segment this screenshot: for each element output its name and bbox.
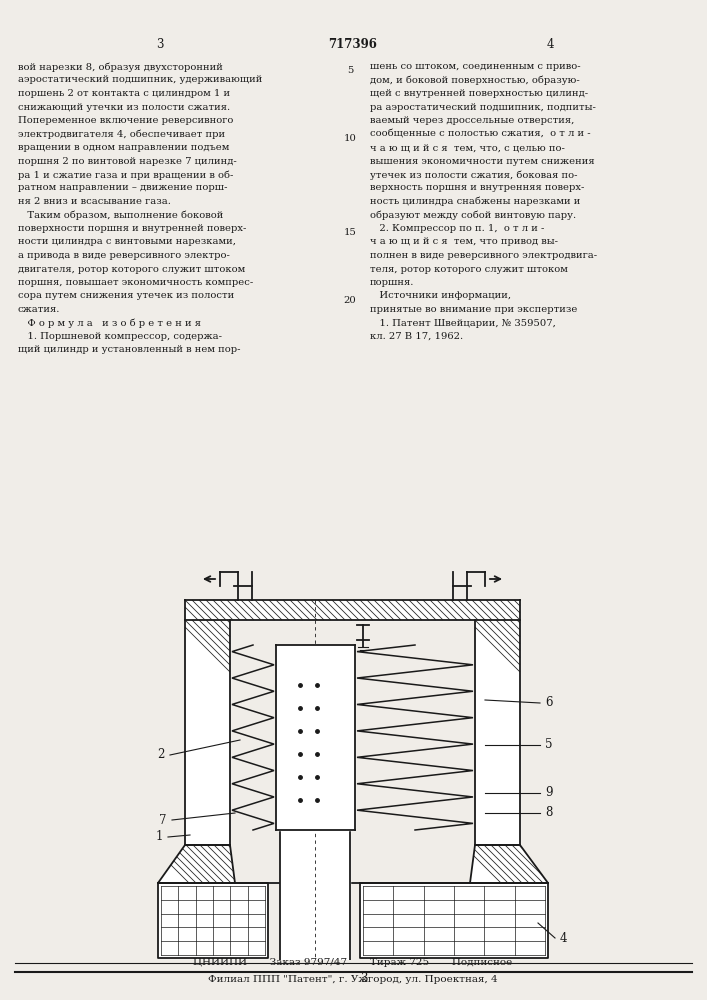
Text: дом, и боковой поверхностью, образую-: дом, и боковой поверхностью, образую- [370,76,580,85]
Text: 9: 9 [545,786,552,800]
Text: Таким образом, выполнение боковой: Таким образом, выполнение боковой [18,211,223,220]
Text: 20: 20 [344,296,356,305]
Text: поршня, повышает экономичность компрес-: поршня, повышает экономичность компрес- [18,278,253,287]
Text: ваемый через дроссельные отверстия,: ваемый через дроссельные отверстия, [370,116,574,125]
Polygon shape [470,845,548,883]
Text: 7: 7 [160,814,167,826]
Text: поршня.: поршня. [370,278,414,287]
Text: 10: 10 [344,134,356,143]
Polygon shape [158,845,235,883]
Text: ня 2 вниз и всасывание газа.: ня 2 вниз и всасывание газа. [18,197,171,206]
Text: шень со штоком, соединенным с приво-: шень со штоком, соединенным с приво- [370,62,580,71]
Text: Попеременное включение реверсивного: Попеременное включение реверсивного [18,116,233,125]
Text: ч а ю щ и й с я  тем, что привод вы-: ч а ю щ и й с я тем, что привод вы- [370,237,558,246]
Text: ра аэростатический подшипник, подпиты-: ра аэростатический подшипник, подпиты- [370,103,596,111]
Text: ра 1 и сжатие газа и при вращении в об-: ра 1 и сжатие газа и при вращении в об- [18,170,233,180]
Text: поршня 2 по винтовой нарезке 7 цилинд-: поршня 2 по винтовой нарезке 7 цилинд- [18,156,237,165]
Text: щей с внутренней поверхностью цилинд-: щей с внутренней поверхностью цилинд- [370,89,588,98]
Text: аэростатический подшипник, удерживающий: аэростатический подшипник, удерживающий [18,76,262,85]
Polygon shape [185,620,230,845]
Text: 8: 8 [545,806,552,820]
Text: 3: 3 [360,972,368,984]
Text: утечек из полости сжатия, боковая по-: утечек из полости сжатия, боковая по- [370,170,578,180]
Text: вой нарезки 8, образуя двухсторонний: вой нарезки 8, образуя двухсторонний [18,62,223,72]
Text: 6: 6 [545,696,552,710]
Polygon shape [280,830,350,970]
Text: Источники информации,: Источники информации, [370,292,511,300]
Text: полнен в виде реверсивного электродвига-: полнен в виде реверсивного электродвига- [370,251,597,260]
Text: сжатия.: сжатия. [18,305,60,314]
Text: 3: 3 [156,38,164,51]
Text: 1: 1 [156,830,163,844]
Polygon shape [185,600,520,620]
Polygon shape [276,645,355,830]
Text: снижающий утечки из полости сжатия.: снижающий утечки из полости сжатия. [18,103,230,111]
Text: ности цилиндра с винтовыми нарезками,: ности цилиндра с винтовыми нарезками, [18,237,236,246]
Text: ч а ю щ и й с я  тем, что, с целью по-: ч а ю щ и й с я тем, что, с целью по- [370,143,565,152]
Text: 2: 2 [158,748,165,762]
Text: ность цилиндра снабжены нарезками и: ность цилиндра снабжены нарезками и [370,197,580,207]
Text: ратном направлении – движение порш-: ратном направлении – движение порш- [18,184,228,192]
Text: 5: 5 [545,738,552,752]
Text: верхность поршня и внутренняя поверх-: верхность поршня и внутренняя поверх- [370,184,585,192]
Text: 5: 5 [347,66,354,75]
Text: 1. Патент Швейцарии, № 359507,: 1. Патент Швейцарии, № 359507, [370,318,556,328]
Text: а привода в виде реверсивного электро-: а привода в виде реверсивного электро- [18,251,230,260]
Text: Филиал ППП "Патент", г. Ужгород, ул. Проектная, 4: Филиал ППП "Патент", г. Ужгород, ул. Про… [208,975,498,984]
Text: сора путем снижения утечек из полости: сора путем снижения утечек из полости [18,292,234,300]
Text: поверхности поршня и внутренней поверх-: поверхности поршня и внутренней поверх- [18,224,246,233]
Text: вращении в одном направлении подъем: вращении в одном направлении подъем [18,143,229,152]
Polygon shape [475,620,520,845]
Polygon shape [158,883,268,958]
Text: ЦНИИПИ       Заказ 9797/47       Тираж 725       Подписное: ЦНИИПИ Заказ 9797/47 Тираж 725 Подписное [194,958,513,967]
Text: 2. Компрессор по п. 1,  о т л и -: 2. Компрессор по п. 1, о т л и - [370,224,544,233]
Text: сообщенные с полостью сжатия,  о т л и -: сообщенные с полостью сжатия, о т л и - [370,129,590,138]
Polygon shape [360,883,548,958]
Text: щий цилиндр и установленный в нем пор-: щий цилиндр и установленный в нем пор- [18,346,240,355]
Text: теля, ротор которого служит штоком: теля, ротор которого служит штоком [370,264,568,273]
Text: кл. 27 В 17, 1962.: кл. 27 В 17, 1962. [370,332,463,341]
Text: 717396: 717396 [329,38,378,51]
Text: двигателя, ротор которого служит штоком: двигателя, ротор которого служит штоком [18,264,245,273]
Text: 4: 4 [547,38,554,51]
Text: образуют между собой винтовую пару.: образуют между собой винтовую пару. [370,211,576,220]
Text: поршень 2 от контакта с цилиндром 1 и: поршень 2 от контакта с цилиндром 1 и [18,89,230,98]
Text: вышения экономичности путем снижения: вышения экономичности путем снижения [370,156,595,165]
Text: 4: 4 [560,932,568,944]
Text: 1. Поршневой компрессор, содержа-: 1. Поршневой компрессор, содержа- [18,332,222,341]
Text: Ф о р м у л а   и з о б р е т е н и я: Ф о р м у л а и з о б р е т е н и я [18,318,201,328]
Text: электродвигателя 4, обеспечивает при: электродвигателя 4, обеспечивает при [18,129,225,139]
Text: принятые во внимание при экспертизе: принятые во внимание при экспертизе [370,305,578,314]
Text: 15: 15 [344,228,356,237]
